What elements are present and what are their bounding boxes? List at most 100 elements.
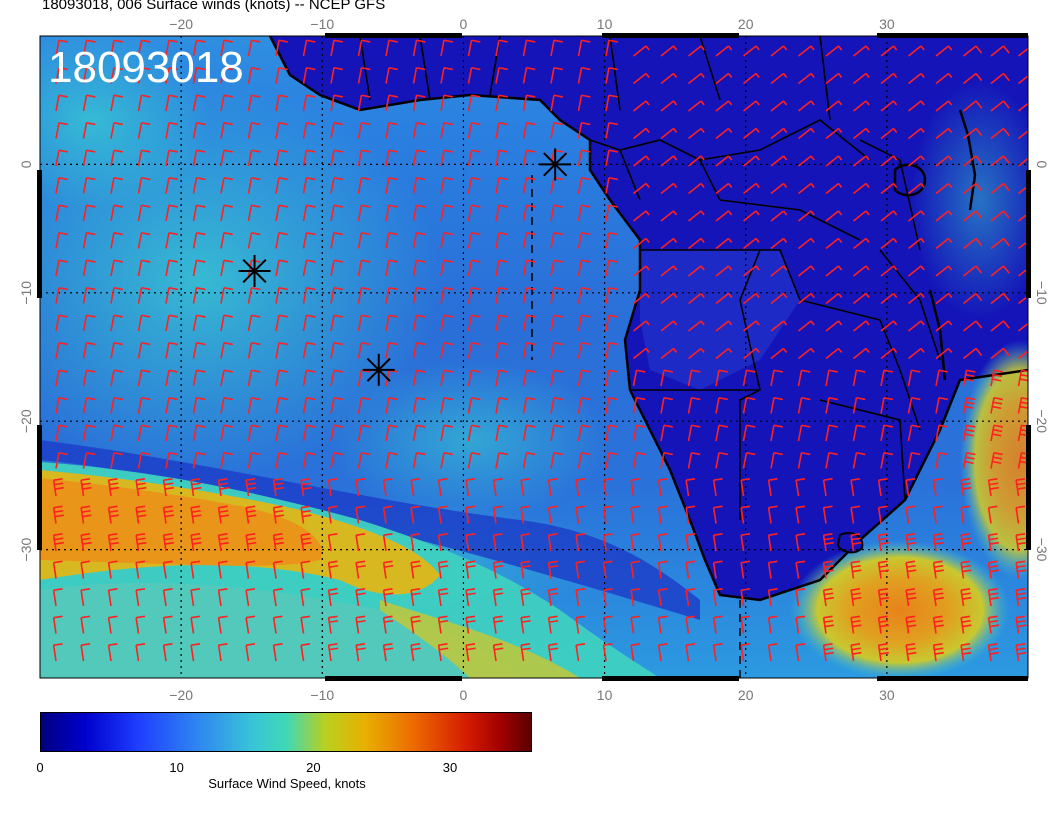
wind-barb [110, 176, 123, 194]
wind-barb [275, 66, 288, 84]
wind-barb [660, 451, 673, 469]
wind-barb [55, 451, 68, 469]
wind-barb [330, 204, 343, 222]
wind-barb [1018, 294, 1028, 305]
wind-barb [165, 39, 178, 57]
wind-barb [192, 94, 206, 112]
wind-barb [963, 182, 983, 195]
wind-barb [247, 149, 261, 167]
wind-barb [987, 643, 999, 662]
wind-barb [220, 451, 233, 469]
wind-barb [522, 424, 536, 442]
wind-barb [217, 588, 228, 607]
wind-barb [685, 478, 696, 497]
wind-barb [990, 369, 1003, 387]
wind-barb [987, 560, 999, 579]
wind-barb [520, 505, 531, 524]
wind-barb [495, 204, 508, 222]
wind-barb [245, 615, 256, 634]
wind-barb [55, 66, 68, 84]
wind-barb [633, 127, 650, 140]
wind-barb [137, 369, 151, 387]
wind-barb [797, 396, 811, 414]
wind-barb [495, 314, 508, 332]
wind-barb [743, 45, 760, 57]
wind-barb [657, 615, 668, 634]
wind-barb [1018, 322, 1028, 332]
wind-barb [795, 560, 806, 579]
wind-barb [165, 231, 178, 249]
wind-barb [55, 259, 68, 277]
wind-barb [877, 560, 889, 579]
wind-barb [110, 231, 123, 249]
wind-barb [385, 396, 398, 414]
wind-barb [302, 121, 316, 139]
wind-barb [522, 259, 536, 277]
wind-barb [822, 615, 834, 634]
wind-barb [137, 424, 151, 442]
wind-barb [633, 45, 650, 57]
wind-barb [715, 265, 733, 277]
wind-barb [880, 182, 898, 195]
wind-barb [192, 424, 206, 442]
wind-barb [880, 45, 898, 57]
wind-barb [660, 265, 678, 277]
wind-barb [107, 643, 118, 662]
wind-barb [355, 588, 366, 607]
wind-barb [795, 588, 806, 607]
wind-barb [550, 369, 563, 387]
wind-barb [1015, 505, 1026, 524]
wind-barb [550, 39, 563, 57]
storm-marker-icon [238, 254, 271, 287]
lon-tick-label: 10 [597, 16, 613, 32]
wind-barb [137, 66, 151, 84]
wind-barb [798, 127, 815, 140]
wind-barb [767, 615, 778, 634]
wind-barb [660, 182, 678, 195]
wind-barb [220, 94, 233, 112]
wind-barb [822, 533, 834, 552]
wind-barb [465, 478, 476, 497]
wind-barb [605, 314, 618, 332]
wind-barb [520, 533, 531, 552]
wind-barb [577, 424, 591, 442]
wind-barb [137, 259, 151, 277]
wind-barb [192, 396, 206, 414]
wind-barb [440, 259, 453, 277]
wind-barb [962, 396, 976, 414]
wind-barb [385, 451, 398, 469]
wind-barb [467, 369, 481, 387]
wind-barb [520, 588, 531, 607]
wind-barb [990, 347, 1010, 360]
lat-labels-left: 0 −10 −20 −30 [18, 160, 34, 561]
wind-barb [80, 505, 92, 524]
wind-barb [825, 347, 843, 360]
wind-barb [963, 100, 983, 112]
wind-barb [220, 341, 233, 359]
wind-barb [82, 259, 96, 277]
wind-barb [935, 396, 948, 414]
wind-barb [465, 615, 476, 634]
wind-barb [107, 478, 119, 497]
wind-barb [192, 259, 206, 277]
wind-barb [437, 505, 448, 524]
wind-barb [1018, 212, 1028, 222]
wind-barb [1018, 239, 1028, 250]
wind-barb [465, 505, 476, 524]
wind-barb [217, 615, 228, 634]
wind-barb [688, 182, 705, 195]
wind-barb [825, 72, 843, 85]
wind-barb [357, 396, 371, 414]
wind-barb [385, 314, 398, 332]
wind-barb [770, 320, 788, 332]
wind-barb [302, 204, 316, 222]
wind-barb [797, 451, 811, 469]
wind-barb [190, 643, 201, 662]
wind-barb [82, 176, 96, 194]
wind-barb [602, 505, 613, 524]
wind-barb [743, 320, 760, 332]
wind-barb [850, 615, 862, 634]
wind-barb [960, 533, 972, 552]
wind-barb [275, 314, 288, 332]
wind-barb [165, 149, 178, 167]
